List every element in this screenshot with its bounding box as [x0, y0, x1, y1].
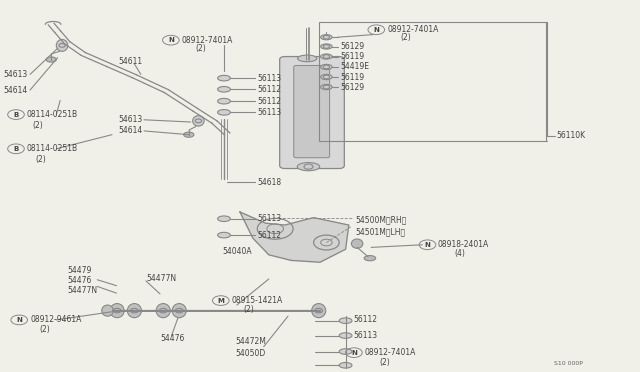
Text: 54479: 54479 — [67, 266, 92, 275]
Ellipse shape — [321, 74, 332, 80]
Ellipse shape — [218, 98, 230, 104]
Text: (2): (2) — [379, 358, 390, 367]
Ellipse shape — [298, 55, 317, 62]
Ellipse shape — [364, 256, 376, 261]
Text: 54614: 54614 — [3, 86, 28, 94]
Text: 54477N: 54477N — [146, 274, 176, 283]
Ellipse shape — [218, 216, 230, 221]
Ellipse shape — [184, 132, 194, 137]
Ellipse shape — [218, 109, 230, 115]
Ellipse shape — [321, 54, 332, 59]
FancyBboxPatch shape — [280, 57, 344, 169]
Ellipse shape — [298, 163, 320, 171]
Ellipse shape — [218, 86, 230, 92]
Text: 08114-0251B: 08114-0251B — [26, 144, 77, 153]
Bar — [319, 22, 546, 141]
Text: 54472M: 54472M — [236, 337, 266, 346]
Polygon shape — [240, 212, 349, 262]
Text: N: N — [168, 37, 174, 43]
Text: N: N — [16, 317, 22, 323]
Text: 54500M〈RH〉: 54500M〈RH〉 — [355, 216, 406, 225]
Text: 54613: 54613 — [3, 70, 28, 79]
Text: 56119: 56119 — [340, 73, 365, 81]
Text: 56113: 56113 — [257, 214, 282, 223]
Text: 54050D: 54050D — [236, 349, 266, 358]
Text: 56112: 56112 — [257, 97, 282, 106]
Text: N: N — [373, 27, 380, 33]
Text: (2): (2) — [32, 121, 43, 130]
Text: N: N — [424, 242, 431, 248]
Text: 56110K: 56110K — [557, 131, 586, 140]
Ellipse shape — [312, 304, 326, 318]
Ellipse shape — [351, 239, 363, 248]
Text: 54618: 54618 — [257, 178, 282, 187]
Ellipse shape — [321, 44, 332, 49]
Text: 08915-1421A: 08915-1421A — [232, 296, 283, 305]
Text: (2): (2) — [400, 33, 411, 42]
Ellipse shape — [110, 304, 124, 318]
Text: 08912-7401A: 08912-7401A — [387, 25, 438, 34]
Text: 56112: 56112 — [257, 231, 282, 240]
Text: 56113: 56113 — [353, 331, 378, 340]
Text: (2): (2) — [243, 305, 254, 314]
Ellipse shape — [218, 75, 230, 81]
Text: 56112: 56112 — [257, 85, 282, 94]
Text: (2): (2) — [195, 44, 206, 53]
Text: (2): (2) — [35, 155, 46, 164]
Text: 54476: 54476 — [160, 334, 184, 343]
Ellipse shape — [321, 84, 332, 90]
Text: B: B — [13, 146, 19, 152]
Text: 54476: 54476 — [67, 276, 92, 285]
Text: S10 000P: S10 000P — [554, 361, 582, 366]
Ellipse shape — [218, 232, 230, 238]
Text: (2): (2) — [40, 325, 51, 334]
Ellipse shape — [193, 116, 204, 126]
Text: 56113: 56113 — [257, 108, 282, 117]
Text: 54477N: 54477N — [67, 286, 97, 295]
Text: N: N — [351, 350, 357, 356]
Ellipse shape — [339, 318, 352, 323]
Text: (4): (4) — [454, 249, 465, 258]
Ellipse shape — [156, 304, 170, 318]
Text: 56112: 56112 — [353, 315, 378, 324]
Ellipse shape — [46, 57, 56, 62]
Text: 08912-7401A: 08912-7401A — [365, 348, 416, 357]
Text: 54614: 54614 — [118, 126, 143, 135]
Ellipse shape — [172, 304, 186, 318]
Text: 56119: 56119 — [340, 52, 365, 61]
Text: 54040A: 54040A — [223, 247, 252, 256]
Text: 56129: 56129 — [340, 42, 365, 51]
Text: 08912-9461A: 08912-9461A — [30, 315, 81, 324]
Ellipse shape — [339, 333, 352, 339]
Text: 08912-7401A: 08912-7401A — [181, 36, 232, 45]
Text: 56129: 56129 — [340, 83, 365, 92]
Ellipse shape — [56, 39, 68, 51]
Text: 54419E: 54419E — [340, 62, 369, 71]
Ellipse shape — [339, 349, 352, 354]
Text: 56113: 56113 — [257, 74, 282, 83]
Text: 08918-2401A: 08918-2401A — [438, 240, 489, 249]
Text: 54501M〈LH〉: 54501M〈LH〉 — [355, 227, 405, 236]
Ellipse shape — [102, 305, 113, 316]
Text: B: B — [13, 112, 19, 118]
Text: 54613: 54613 — [118, 115, 143, 124]
Ellipse shape — [321, 64, 332, 70]
Text: 08114-0251B: 08114-0251B — [26, 110, 77, 119]
Ellipse shape — [339, 362, 352, 368]
Text: 54611: 54611 — [118, 57, 143, 66]
Ellipse shape — [127, 304, 141, 318]
FancyBboxPatch shape — [294, 65, 330, 158]
Ellipse shape — [321, 35, 332, 40]
Text: M: M — [218, 298, 224, 304]
